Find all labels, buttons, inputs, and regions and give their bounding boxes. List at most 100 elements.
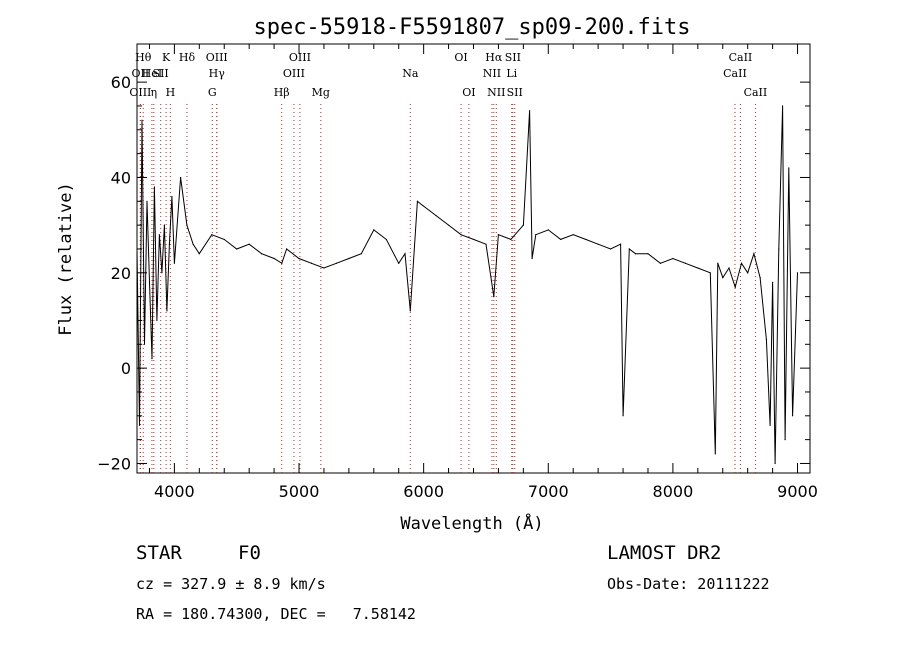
x-tick-label: 9000 [777,482,818,501]
line-label: Mg [312,86,330,99]
data-point [510,238,512,241]
data-point [747,272,749,274]
x-tick-label: 6000 [403,482,444,501]
line-label: OIII [289,51,311,64]
data-point [151,358,153,360]
redshift-velocity: cz = 327.9 ± 8.9 km/s [136,575,326,593]
line-label: HeI [142,67,162,80]
line-label: CaII [744,86,768,99]
data-point [772,281,774,283]
line-label: CaII [723,67,747,80]
line-label: NII [487,86,505,99]
data-point [714,453,716,455]
data-point [634,253,637,255]
coordinates: RA = 180.74300, DEC = 7.58142 [136,605,416,623]
line-label: η [151,86,158,99]
data-point [409,310,411,312]
x-tick-label: 7000 [528,482,569,501]
data-point [146,200,148,202]
data-point [348,257,350,260]
data-point [335,262,338,264]
data-point [404,253,406,255]
subclass: F0 [238,542,261,564]
data-point [697,267,699,269]
data-point [709,272,711,274]
data-point [778,248,780,250]
line-label: OII [132,67,150,80]
data-point [447,224,450,226]
data-point [180,176,182,179]
data-point [684,262,686,264]
data-point [373,229,375,231]
y-tick-label: −20 [97,454,131,473]
data-point [547,229,549,231]
data-point [791,415,794,417]
data-point [722,276,724,279]
line-label: OI [462,86,475,99]
data-point [143,343,146,345]
data-point [163,224,166,226]
data-point [273,257,275,260]
line-label: OIII [129,86,151,99]
data-point [161,272,163,274]
data-point [398,262,400,264]
y-tick-label: 60 [111,73,131,92]
data-point [223,238,225,241]
line-label: SII [505,51,521,64]
line-label: OIII [283,67,305,80]
data-point [784,439,786,441]
y-tick-label: 20 [111,264,131,283]
data-point [156,319,158,322]
line-label: K [162,51,171,64]
data-point [528,110,531,112]
line-label: SII [507,86,523,99]
line-label: Hδ [179,51,196,64]
data-point [460,234,462,236]
x-tick-label: 5000 [279,482,320,501]
data-point [497,234,500,236]
data-point [261,253,263,255]
data-point [560,238,562,241]
data-point [493,296,495,298]
data-point [796,272,799,274]
data-point [609,248,612,250]
object-class: STAR [136,542,182,564]
data-point [531,257,533,260]
line-label: CaII [729,51,753,64]
y-tick-label: 0 [121,359,131,378]
data-point [416,200,419,202]
data-point [192,243,194,245]
data-point [281,262,283,264]
line-label: Hθ [135,51,152,64]
x-tick-label: 8000 [653,482,694,501]
data-point [248,243,250,245]
data-point [148,281,151,283]
data-point [153,186,156,188]
data-point [572,234,574,236]
line-label: Hγ [209,67,226,80]
data-point [774,462,776,465]
data-point [585,238,587,241]
survey-name: LAMOST DR2 [607,542,722,564]
line-label: Hβ [274,86,290,99]
data-point [211,234,213,236]
line-label: Na [402,67,419,80]
data-point [759,276,761,279]
data-point [740,262,743,264]
data-point [535,234,537,236]
data-point [423,205,425,207]
data-point [597,243,599,245]
line-label: OIII [206,51,228,64]
data-point [628,248,630,250]
line-label: G [208,86,217,99]
data-point [198,253,200,255]
x-axis-label: Wavelength (Å) [400,512,543,534]
data-point [186,224,188,226]
data-point [360,253,362,255]
observation-date: Obs-Date: 20111222 [607,575,770,593]
data-point [485,243,487,245]
y-axis-label: Flux (relative) [56,182,76,336]
data-point [522,224,524,226]
